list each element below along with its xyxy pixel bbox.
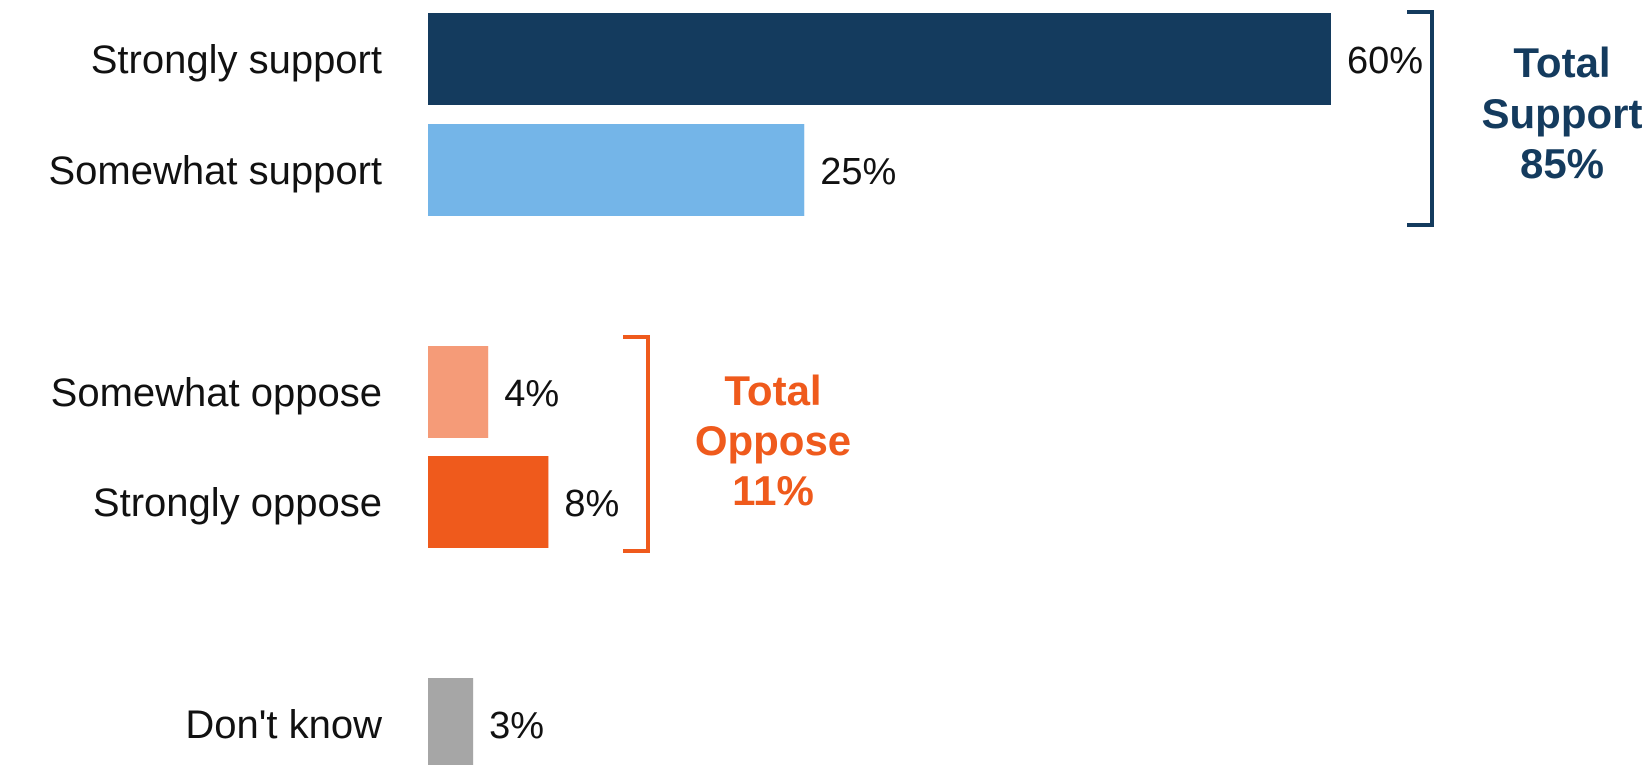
category-label-somewhat-support: Somewhat support xyxy=(48,149,382,193)
group-label-oppose-line-3: 11% xyxy=(732,467,814,514)
value-label-strongly-oppose: 8% xyxy=(564,483,619,525)
category-label-strongly-support: Strongly support xyxy=(91,38,382,82)
group-label-oppose-line-1: Total xyxy=(724,367,821,414)
bar-somewhat-support xyxy=(428,124,805,216)
value-label-strongly-support: 60% xyxy=(1347,40,1423,82)
category-label-somewhat-oppose: Somewhat oppose xyxy=(51,371,382,415)
group-bracket-support xyxy=(1407,10,1434,227)
category-label-don-t-know: Don't know xyxy=(185,703,382,747)
value-label-somewhat-support: 25% xyxy=(820,151,896,193)
group-label-support-line-2: Support xyxy=(1482,90,1643,137)
value-label-don-t-know: 3% xyxy=(489,705,544,747)
category-label-strongly-oppose: Strongly oppose xyxy=(93,481,382,525)
bar-somewhat-oppose xyxy=(428,346,489,438)
group-label-support-line-3: 85% xyxy=(1520,140,1604,187)
bar-don-t-know xyxy=(428,678,474,765)
group-label-support-line-1: Total xyxy=(1513,39,1610,86)
bar-strongly-support xyxy=(428,13,1331,105)
group-label-oppose-line-2: Oppose xyxy=(695,417,851,464)
bar-strongly-oppose xyxy=(428,456,549,548)
group-bracket-oppose xyxy=(623,335,650,553)
value-label-somewhat-oppose: 4% xyxy=(504,373,559,415)
